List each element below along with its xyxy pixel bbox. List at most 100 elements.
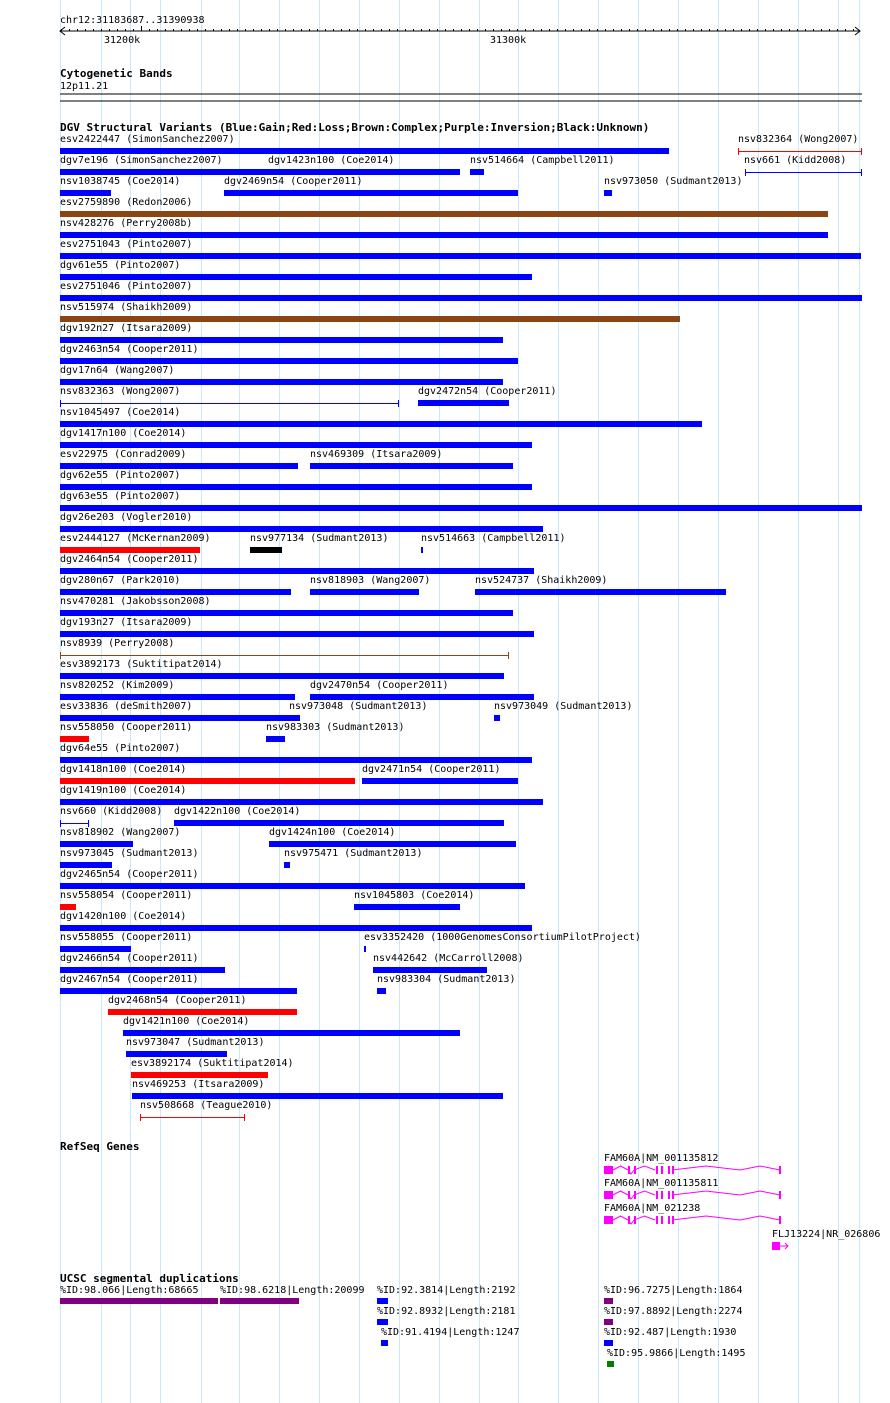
variant-label[interactable]: esv2422447 (SimonSanchez2007) xyxy=(60,134,235,145)
segdup-label[interactable]: %ID:92.8932|Length:2181 xyxy=(377,1306,516,1317)
variant-label[interactable]: nsv977134 (Sudmant2013) xyxy=(250,533,389,544)
refseq-track-title[interactable]: RefSeq Genes xyxy=(60,1140,140,1153)
variant-label[interactable]: nsv514664 (Campbell2011) xyxy=(470,155,615,166)
segdup-label[interactable]: %ID:91.4194|Length:1247 xyxy=(381,1327,520,1338)
variant-label[interactable]: esv3352420 (1000GenomesConsortiumPilotPr… xyxy=(364,932,641,943)
variant-label[interactable]: dgv193n27 (Itsara2009) xyxy=(60,617,193,628)
variant-label[interactable]: dgv2464n54 (Cooper2011) xyxy=(60,554,199,565)
variant-label[interactable]: esv2751043 (Pinto2007) xyxy=(60,239,193,250)
variant-label[interactable]: dgv63e55 (Pinto2007) xyxy=(60,491,181,502)
variant-label[interactable]: nsv8939 (Perry2008) xyxy=(60,638,175,649)
variant-label[interactable]: nsv660 (Kidd2008) xyxy=(60,806,163,817)
variant-label[interactable]: nsv975471 (Sudmant2013) xyxy=(284,848,423,859)
variant-label[interactable]: dgv1422n100 (Coe2014) xyxy=(174,806,301,817)
variant-label[interactable]: nsv442642 (McCarroll2008) xyxy=(373,953,524,964)
variant-label[interactable]: dgv1419n100 (Coe2014) xyxy=(60,785,187,796)
variant-label[interactable]: esv3892174 (Suktitipat2014) xyxy=(131,1058,294,1069)
variant-label[interactable]: nsv818903 (Wang2007) xyxy=(310,575,431,586)
cyto-track-title[interactable]: Cytogenetic Bands xyxy=(60,67,173,80)
gene-intron xyxy=(633,1190,656,1196)
variant-label[interactable]: nsv983303 (Sudmant2013) xyxy=(266,722,405,733)
variant-label[interactable]: nsv524737 (Shaikh2009) xyxy=(475,575,608,586)
variant-label[interactable]: esv2759890 (Redon2006) xyxy=(60,197,193,208)
variant-bar xyxy=(60,190,111,196)
variant-bar xyxy=(60,337,503,343)
variant-bar xyxy=(354,904,460,910)
variant-label[interactable]: nsv558050 (Cooper2011) xyxy=(60,722,193,733)
variant-label[interactable]: dgv1423n100 (Coe2014) xyxy=(268,155,395,166)
variant-label[interactable]: dgv1418n100 (Coe2014) xyxy=(60,764,187,775)
gene-label[interactable]: FAM60A|NM_021238 xyxy=(604,1203,701,1214)
variant-label[interactable]: nsv558054 (Cooper2011) xyxy=(60,890,193,901)
variant-label[interactable]: dgv2463n54 (Cooper2011) xyxy=(60,344,199,355)
variant-label[interactable]: esv3892173 (Suktitipat2014) xyxy=(60,659,223,670)
variant-label[interactable]: dgv61e55 (Pinto2007) xyxy=(60,260,181,271)
variant-bar xyxy=(364,946,366,952)
variant-label[interactable]: nsv1038745 (Coe2014) xyxy=(60,176,181,187)
segdup-label[interactable]: %ID:97.8892|Length:2274 xyxy=(604,1306,743,1317)
variant-label[interactable]: nsv818902 (Wang2007) xyxy=(60,827,181,838)
segdup-label[interactable]: %ID:95.9866|Length:1495 xyxy=(607,1348,746,1359)
variant-label[interactable]: dgv64e55 (Pinto2007) xyxy=(60,743,181,754)
dgv-track-title[interactable]: DGV Structural Variants (Blue:Gain;Red:L… xyxy=(60,121,650,134)
variant-label[interactable]: nsv558055 (Cooper2011) xyxy=(60,932,193,943)
variant-label[interactable]: dgv2466n54 (Cooper2011) xyxy=(60,953,199,964)
segdup-label[interactable]: %ID:98.066|Length:68665 xyxy=(60,1285,199,1296)
variant-label[interactable]: dgv2471n54 (Cooper2011) xyxy=(362,764,501,775)
variant-label[interactable]: dgv1417n100 (Coe2014) xyxy=(60,428,187,439)
gene-exon xyxy=(656,1216,658,1224)
variant-label[interactable]: nsv973045 (Sudmant2013) xyxy=(60,848,199,859)
variant-label[interactable]: nsv832363 (Wong2007) xyxy=(60,386,181,397)
variant-label[interactable]: nsv514663 (Campbell2011) xyxy=(421,533,566,544)
segdup-label[interactable]: %ID:96.7275|Length:1864 xyxy=(604,1285,743,1296)
variant-label[interactable]: dgv1424n100 (Coe2014) xyxy=(269,827,396,838)
variant-label[interactable]: nsv470281 (Jakobsson2008) xyxy=(60,596,211,607)
segdup-label[interactable]: %ID:98.6218|Length:20099 xyxy=(220,1285,365,1296)
variant-bar xyxy=(284,862,290,868)
variant-label[interactable]: nsv469253 (Itsara2009) xyxy=(132,1079,265,1090)
variant-label[interactable]: nsv973049 (Sudmant2013) xyxy=(494,701,633,712)
variant-label[interactable]: nsv973048 (Sudmant2013) xyxy=(289,701,428,712)
gene-label[interactable]: FAM60A|NM_001135812 xyxy=(604,1153,719,1164)
segdup-label[interactable]: %ID:92.3814|Length:2192 xyxy=(377,1285,516,1296)
variant-label[interactable]: dgv2470n54 (Cooper2011) xyxy=(310,680,449,691)
variant-label[interactable]: dgv62e55 (Pinto2007) xyxy=(60,470,181,481)
variant-bar xyxy=(60,547,200,553)
variant-label[interactable]: nsv469309 (Itsara2009) xyxy=(310,449,443,460)
variant-label[interactable]: nsv1045497 (Coe2014) xyxy=(60,407,181,418)
variant-label[interactable]: esv2444127 (McKernan2009) xyxy=(60,533,211,544)
gene-exon xyxy=(634,1166,636,1174)
variant-label[interactable]: esv22975 (Conrad2009) xyxy=(60,449,187,460)
variant-label[interactable]: dgv280n67 (Park2010) xyxy=(60,575,181,586)
variant-label[interactable]: dgv2467n54 (Cooper2011) xyxy=(60,974,199,985)
segdup-track-title[interactable]: UCSC segmental duplications xyxy=(60,1272,239,1285)
variant-bar xyxy=(108,1009,297,1015)
variant-label[interactable]: nsv973047 (Sudmant2013) xyxy=(126,1037,265,1048)
variant-label[interactable]: dgv7e196 (SimonSanchez2007) xyxy=(60,155,223,166)
gene-label[interactable]: FLJ13224|NR_026806 xyxy=(772,1229,881,1240)
variant-label[interactable]: nsv832364 (Wong2007) xyxy=(738,134,859,145)
variant-label[interactable]: nsv983304 (Sudmant2013) xyxy=(377,974,516,985)
variant-label[interactable]: nsv428276 (Perry2008b) xyxy=(60,218,193,229)
variant-label[interactable]: esv2751046 (Pinto2007) xyxy=(60,281,193,292)
variant-label[interactable]: dgv1420n100 (Coe2014) xyxy=(60,911,187,922)
variant-label[interactable]: nsv973050 (Sudmant2013) xyxy=(604,176,743,187)
variant-label[interactable]: dgv26e203 (Vogler2010) xyxy=(60,512,193,523)
variant-label[interactable]: nsv820252 (Kim2009) xyxy=(60,680,175,691)
variant-label[interactable]: nsv508668 (Teague2010) xyxy=(140,1100,273,1111)
variant-label[interactable]: dgv2472n54 (Cooper2011) xyxy=(418,386,557,397)
variant-label[interactable]: dgv192n27 (Itsara2009) xyxy=(60,323,193,334)
variant-label[interactable]: dgv17n64 (Wang2007) xyxy=(60,365,175,376)
variant-label[interactable]: esv33836 (deSmith2007) xyxy=(60,701,193,712)
variant-bar xyxy=(362,778,518,784)
variant-label[interactable]: nsv661 (Kidd2008) xyxy=(744,155,847,166)
segdup-label[interactable]: %ID:92.487|Length:1930 xyxy=(604,1327,737,1338)
variant-label[interactable]: dgv2468n54 (Cooper2011) xyxy=(108,995,247,1006)
gene-label[interactable]: FAM60A|NM_001135811 xyxy=(604,1178,719,1189)
variant-label[interactable]: nsv1045803 (Coe2014) xyxy=(354,890,475,901)
variant-label[interactable]: nsv515974 (Shaikh2009) xyxy=(60,302,193,313)
variant-label[interactable]: dgv2465n54 (Cooper2011) xyxy=(60,869,199,880)
variant-label[interactable]: dgv2469n54 (Cooper2011) xyxy=(224,176,363,187)
variant-label[interactable]: dgv1421n100 (Coe2014) xyxy=(123,1016,250,1027)
